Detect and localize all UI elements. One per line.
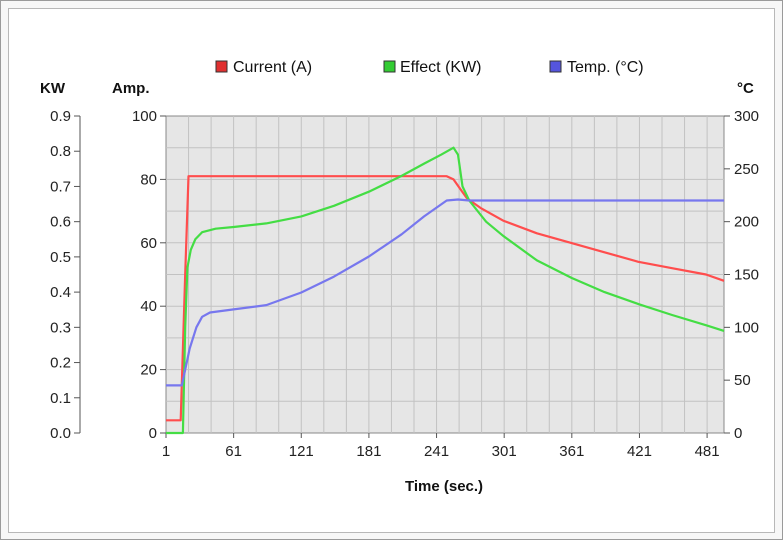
- temp-tick-label: 0: [734, 425, 742, 442]
- x-tick-label: 301: [492, 443, 517, 460]
- x-tick-label: 181: [356, 443, 381, 460]
- x-tick-label: 241: [424, 443, 449, 460]
- kw-tick-label: 0.3: [50, 319, 71, 336]
- amp-tick-label: 60: [140, 235, 157, 252]
- temp-tick-label: 50: [734, 372, 751, 389]
- temp-tick-label: 250: [734, 161, 759, 178]
- temp-tick-label: 200: [734, 214, 759, 231]
- kw-tick-label: 0.4: [50, 284, 71, 301]
- amp-tick-label: 40: [140, 298, 157, 315]
- kw-tick-label: 0.9: [50, 108, 71, 125]
- legend-swatch-effect: [383, 60, 396, 73]
- kw-axis-title: KW: [40, 80, 66, 97]
- axes: [74, 115, 730, 438]
- series-lines: [166, 146, 725, 435]
- amp-tick-label: 20: [140, 362, 157, 379]
- x-tick-label: 61: [225, 443, 242, 460]
- x-tick-label: 1: [162, 443, 170, 460]
- legend-label-temp: Temp. (°C): [567, 59, 644, 76]
- x-tick-label: 121: [289, 443, 314, 460]
- legend-item-effect: Effect (KW): [383, 59, 482, 76]
- legend-item-current: Current (A): [215, 59, 312, 76]
- kw-tick-label: 0.8: [50, 143, 71, 160]
- x-tick-label: 421: [627, 443, 652, 460]
- kw-tick-label: 0.0: [50, 425, 71, 442]
- grid: [166, 116, 724, 433]
- tick-labels: 1 61 121 181 241 301 361 421 481 0.0 0.1 0.2 0.3 0.4 0…: [50, 108, 759, 460]
- temp-axis-title: °C: [737, 80, 754, 97]
- legend-label-effect: Effect (KW): [400, 59, 482, 76]
- series-line-temp: [166, 198, 724, 387]
- temp-tick-label: 100: [734, 319, 759, 336]
- series-line-effect: [166, 146, 725, 435]
- legend-swatch-current: [215, 60, 228, 73]
- x-tick-label: 361: [559, 443, 584, 460]
- kw-tick-label: 0.6: [50, 214, 71, 231]
- legend-label-current: Current (A): [233, 59, 312, 76]
- series-line-current: [166, 175, 725, 422]
- temp-tick-label: 150: [734, 267, 759, 284]
- kw-tick-label: 0.1: [50, 390, 71, 407]
- legend: Current (A) Effect (KW) Temp. (°C): [215, 59, 644, 76]
- legend-swatch-temp: [549, 60, 562, 73]
- amp-tick-label: 80: [140, 171, 157, 188]
- x-tick-label: 481: [695, 443, 720, 460]
- amp-tick-label: 0: [149, 425, 157, 442]
- amp-axis-title: Amp.: [112, 80, 150, 97]
- temp-tick-label: 300: [734, 108, 759, 125]
- legend-item-temp: Temp. (°C): [549, 59, 644, 76]
- kw-tick-label: 0.7: [50, 178, 71, 195]
- kw-tick-label: 0.2: [50, 355, 71, 372]
- amp-tick-label: 100: [132, 108, 157, 125]
- kw-tick-label: 0.5: [50, 249, 71, 266]
- x-axis-title: Time (sec.): [405, 478, 483, 495]
